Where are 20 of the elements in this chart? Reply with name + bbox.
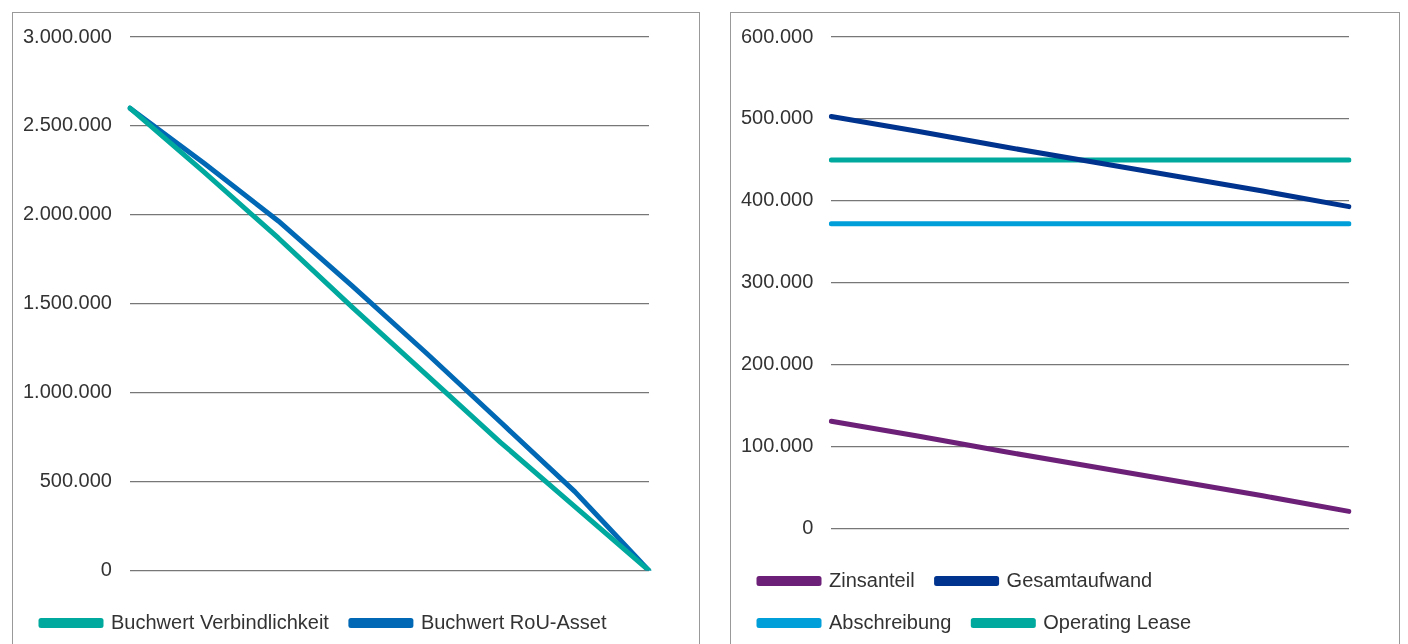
y-tick-label: 500.000 <box>741 106 814 129</box>
legend-label: Buchwert RoU-Asset <box>420 610 607 633</box>
y-tick-label: 300.000 <box>741 270 814 293</box>
y-tick-label: 0 <box>100 558 112 581</box>
y-tick-label: 500.000 <box>39 469 112 492</box>
y-tick-label: 2.000.000 <box>22 202 112 225</box>
y-tick-label: 1.500.000 <box>22 291 112 314</box>
y-tick-label: 200.000 <box>741 352 814 375</box>
legend-label: Operating Lease <box>1043 610 1192 633</box>
legend-label: Abschreibung <box>829 610 952 633</box>
y-tick-label: 1.000.000 <box>22 380 112 403</box>
y-tick-label: 2.500.000 <box>22 113 112 136</box>
y-tick-label: 0 <box>802 516 814 539</box>
y-tick-label: 3.000.000 <box>22 24 112 47</box>
y-tick-label: 600.000 <box>741 24 814 47</box>
y-tick-label: 400.000 <box>741 188 814 211</box>
legend-label: Buchwert Verbindlichkeit <box>111 610 330 633</box>
legend-label: Zinsanteil <box>829 568 915 591</box>
legend-label: Gesamtaufwand <box>1006 568 1153 591</box>
y-tick-label: 100.000 <box>741 434 814 457</box>
